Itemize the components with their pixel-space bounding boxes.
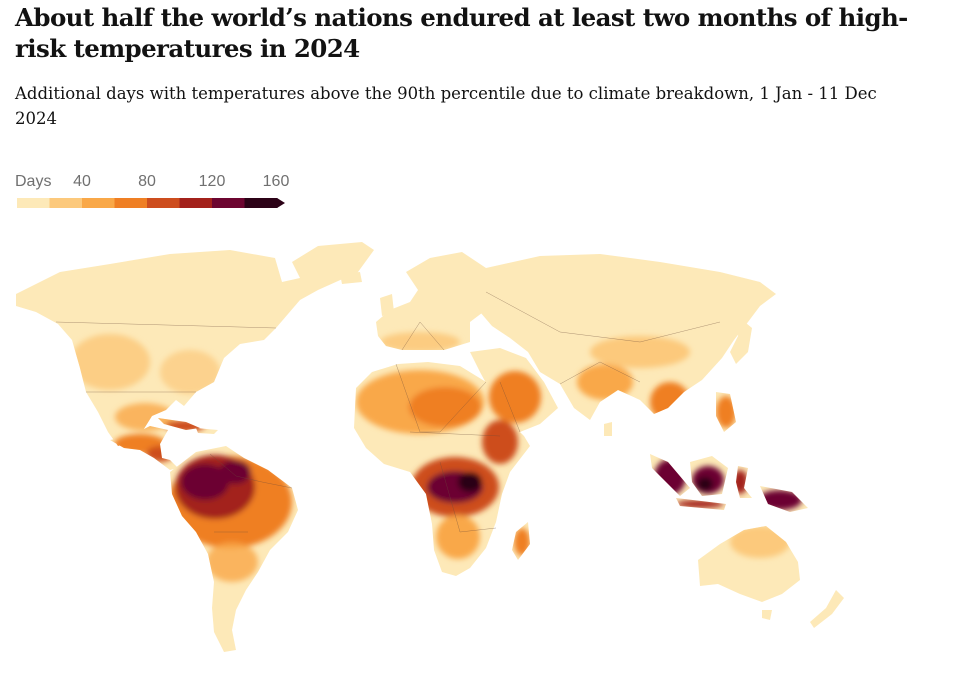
legend-swatch [17,198,50,208]
legend-overflow-arrow [277,198,285,208]
legend-swatch [179,198,213,208]
legend-tick: 120 [198,173,226,190]
legend-swatch [49,198,83,208]
headline: About half the world’s nations endured a… [15,3,908,63]
legend-tick: 80 [138,173,156,190]
legend-swatch [147,198,180,208]
world-heat-map [16,242,844,652]
legend-swatch [114,198,148,208]
color-legend: Days 40 80 120 160 [15,171,305,211]
legend-swatch [244,198,278,208]
legend-title: Days [15,173,52,190]
legend-swatch [212,198,245,208]
legend-swatch [82,198,115,208]
country-borders [55,291,721,533]
land-areas [16,242,844,652]
legend-color-bar [17,198,285,208]
legend-tick: 160 [262,173,290,190]
standfirst: Additional days with temperatures above … [15,84,877,128]
legend-tick: 40 [73,173,91,190]
